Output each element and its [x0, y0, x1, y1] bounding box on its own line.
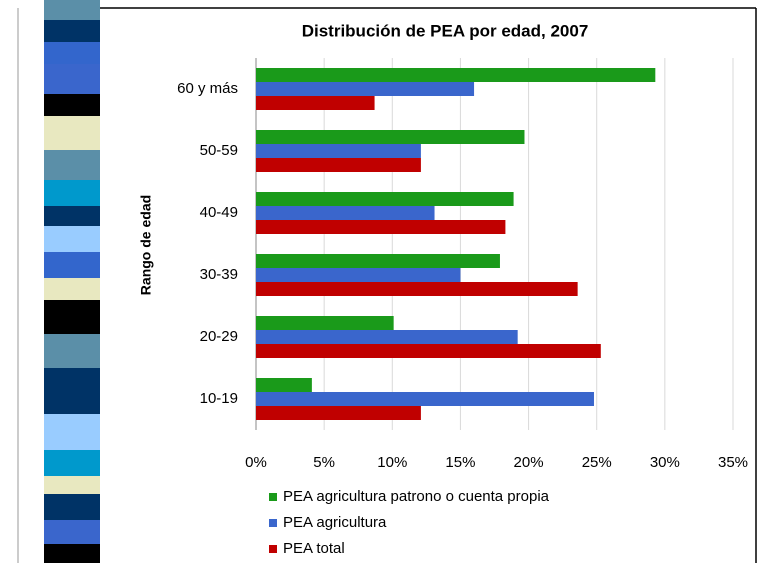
legend-swatch: [269, 493, 277, 501]
bar: [256, 378, 312, 392]
y-axis-label: Rango de edad: [138, 195, 154, 295]
bar: [256, 268, 461, 282]
decor-stripe: [44, 0, 100, 563]
bar: [256, 158, 421, 172]
legend-label: PEA total: [283, 540, 345, 557]
y-tick-label: 20-29: [200, 328, 238, 345]
bar: [256, 206, 435, 220]
x-tick-label: 5%: [313, 454, 335, 471]
y-tick-label: 10-19: [200, 390, 238, 407]
legend-label: PEA agricultura patrono o cuenta propia: [283, 488, 550, 505]
bar: [256, 130, 525, 144]
bar: [256, 344, 601, 358]
x-tick-label: 15%: [445, 454, 475, 471]
bar: [256, 316, 394, 330]
x-tick-label: 10%: [377, 454, 407, 471]
legend-label: PEA agricultura: [283, 514, 387, 531]
y-tick-label: 30-39: [200, 266, 238, 283]
x-tick-label: 20%: [514, 454, 544, 471]
bar: [256, 192, 514, 206]
legend-swatch: [269, 519, 277, 527]
bar: [256, 330, 518, 344]
bar: [256, 392, 594, 406]
x-tick-label: 35%: [718, 454, 748, 471]
bar: [256, 96, 375, 110]
legend-swatch: [269, 545, 277, 553]
bar: [256, 220, 506, 234]
bar: [256, 82, 475, 96]
y-tick-label: 60 y más: [177, 80, 238, 97]
bar: [256, 282, 578, 296]
y-tick-label: 40-49: [200, 204, 238, 221]
y-tick-label: 50-59: [200, 142, 238, 159]
bar: [256, 254, 500, 268]
bar: [256, 144, 421, 158]
chart-title: Distribución de PEA por edad, 2007: [302, 21, 589, 40]
x-tick-label: 0%: [245, 454, 267, 471]
x-tick-label: 30%: [650, 454, 680, 471]
bar: [256, 406, 421, 420]
x-tick-label: 25%: [582, 454, 612, 471]
bar: [256, 68, 656, 82]
